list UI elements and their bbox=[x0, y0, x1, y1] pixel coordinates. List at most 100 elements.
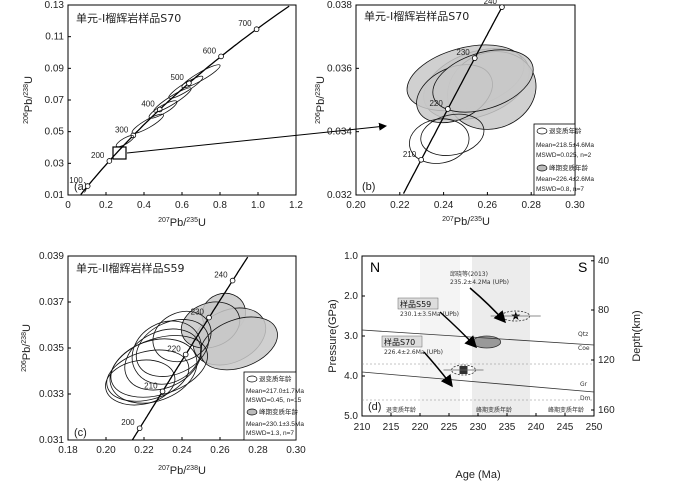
y2-tick-label: 160 bbox=[598, 405, 615, 416]
panel-c-marks: 200 210 220 230 240 bbox=[105, 256, 278, 441]
y-tick-label: 0.034 bbox=[327, 127, 352, 138]
x-tick-label: 0.22 bbox=[390, 200, 410, 211]
legend-c-retro-mswd: MSWD=0.45, n=15 bbox=[246, 397, 302, 404]
y-tick-label: 1.0 bbox=[344, 251, 358, 262]
y-tick-label: 0.035 bbox=[39, 343, 64, 354]
panel-c-concordia-curve bbox=[131, 256, 249, 441]
legend-b-peak-swatch bbox=[536, 164, 548, 172]
x-tick-label: 0.26 bbox=[210, 445, 230, 456]
panel-c-concordia-label: 210 bbox=[144, 381, 158, 390]
legend-b-retro-mean: Mean=218.5±4.6Ma bbox=[536, 142, 594, 149]
panel-d-south: S bbox=[578, 259, 587, 275]
x-tick-label: 1.2 bbox=[289, 200, 303, 211]
x-tick-label: 0.26 bbox=[478, 200, 498, 211]
panel-c-ticks: 0.18 0.20 0.22 0.24 0.26 0.28 0.30 0.031 0.033 0.… bbox=[39, 251, 306, 456]
s70-arrow bbox=[423, 351, 453, 388]
stage-retro: 退变质年龄 bbox=[386, 406, 416, 414]
x-tick-label: 250 bbox=[586, 422, 603, 433]
y-tick-label: 2.0 bbox=[344, 291, 358, 302]
x-tick-label: 0.20 bbox=[96, 445, 116, 456]
ref-age: 235.2±4.2Ma (UPb) bbox=[450, 279, 509, 286]
y-tick-label: 0.039 bbox=[39, 251, 64, 262]
legend-c-peak-name: 峰期变质年龄 bbox=[259, 407, 299, 416]
panel-c-retro-ellipse bbox=[106, 349, 190, 402]
panel-c-legend-box bbox=[243, 371, 297, 441]
panel-b-peak-ellipse bbox=[432, 49, 534, 113]
x-tick-label: 0.28 bbox=[521, 200, 541, 211]
panel-b-ticks: 0.20 0.22 0.24 0.26 0.28 0.30 0.032 0.034 0.036 0… bbox=[327, 0, 585, 211]
legend-b-retro-mswd: MSWD=0.025, n=2 bbox=[536, 152, 592, 159]
y-tick-label: 0.01 bbox=[45, 190, 65, 201]
y-tick-label: 0.09 bbox=[45, 63, 65, 74]
panel-c-concordia-label: 220 bbox=[167, 345, 181, 354]
x-tick-label: 230 bbox=[470, 422, 487, 433]
panel-b-retro-ellipse bbox=[420, 113, 485, 156]
stage-peak-2: 峰期变质年龄 bbox=[548, 406, 584, 414]
x-tick-label: 0.24 bbox=[172, 445, 192, 456]
x-tick-label: 0.4 bbox=[137, 200, 151, 211]
panel-d-ticks: 210 215 220 225 230 235 240 245 250 1.0 2.0 3.0 4.0 5… bbox=[344, 251, 615, 433]
panel-c-peak-ellipse bbox=[200, 316, 278, 371]
x-tick-label: 235 bbox=[499, 422, 516, 433]
y2-tick-label: 120 bbox=[598, 355, 615, 366]
x-tick-label: 210 bbox=[354, 422, 371, 433]
legend-b-peak-name: 峰期变质年龄 bbox=[549, 163, 589, 172]
panel-a-concordia-mark bbox=[84, 183, 91, 189]
panel-a-frame bbox=[67, 4, 297, 196]
x-tick-label: 0.28 bbox=[248, 445, 268, 456]
panel-b: 单元-I榴辉岩样品S70 (b) 0.20 0.22 0.24 0.26 0.28 0.3… bbox=[315, 0, 594, 228]
x-tick-label: 0.30 bbox=[286, 445, 306, 456]
panel-a-error-ellipse bbox=[115, 135, 135, 148]
y-tick-label: 0.031 bbox=[39, 435, 64, 446]
panel-c-concordia-mark bbox=[229, 277, 236, 284]
y-tick-label: 4.0 bbox=[344, 371, 358, 382]
qtz-label: Qtz bbox=[578, 331, 588, 338]
panel-a-concordia-label: 200 bbox=[91, 151, 105, 160]
panel-b-concordia-label: 240 bbox=[484, 0, 498, 6]
panel-c-retro-ellipse bbox=[135, 319, 210, 377]
y2-tick-label: 40 bbox=[598, 256, 610, 267]
panel-c-concordia-label: 240 bbox=[214, 271, 228, 280]
x-tick-label: 225 bbox=[441, 422, 458, 433]
panel-b-concordia-mark bbox=[445, 106, 451, 112]
x-tick-label: 1.0 bbox=[251, 200, 265, 211]
s59-tag bbox=[397, 297, 439, 310]
legend-c-peak-swatch bbox=[246, 408, 258, 416]
x-tick-label: 0.20 bbox=[346, 200, 366, 211]
y-tick-label: 0.033 bbox=[39, 389, 64, 400]
panel-b-concordia-label: 210 bbox=[403, 150, 417, 159]
coe-label: Coe bbox=[578, 345, 590, 352]
panel-b-legend: 退变质年龄 Mean=218.5±4.6Ma MSWD=0.025, n=2 峰… bbox=[533, 123, 594, 196]
zoom-box bbox=[112, 146, 127, 160]
x-tick-label: 0.6 bbox=[175, 200, 189, 211]
panel-a-ticks: 0 0.2 0.4 0.6 0.8 1.0 1.2 0.01 0.03 0.05 0.07 0.09 0… bbox=[45, 0, 304, 211]
panel-c-legend: 退变质年龄 Mean=217.0±1.7Ma MSWD=0.45, n=15 峰… bbox=[243, 371, 304, 441]
panel-c: 单元-II榴辉岩样品S59 (c) 0.18 0.20 0.22 0.24 0.26 0.… bbox=[21, 251, 306, 477]
panel-b-concordia-mark bbox=[471, 55, 478, 61]
panel-c-retro-ellipse bbox=[152, 310, 212, 363]
panel-a-concordia-label: 400 bbox=[141, 99, 155, 108]
panel-c-title: 单元-II榴辉岩样品S59 bbox=[76, 261, 184, 275]
x-tick-label: 0.2 bbox=[99, 200, 113, 211]
panel-b-concordia-mark bbox=[499, 4, 505, 10]
panel-a-concordia-mark bbox=[218, 53, 224, 60]
panel-b-concordia-label: 220 bbox=[429, 99, 443, 108]
x-tick-label: 215 bbox=[383, 422, 400, 433]
panel-a-error-ellipse bbox=[148, 100, 178, 119]
legend-b-retro-swatch bbox=[536, 127, 548, 135]
panel-a-concordia-label: 100 bbox=[69, 176, 83, 185]
panel-a: 单元-I榴辉岩样品S70 (a) 0 0.2 0.4 0.6 0.8 1.0 1.20.01… bbox=[23, 0, 303, 229]
panel-a-ylabel: 206Pb/238U bbox=[23, 76, 35, 124]
panel-a-error-ellipse bbox=[131, 113, 164, 134]
panel-b-title: 单元-I榴辉岩样品S70 bbox=[364, 9, 469, 23]
y-tick-label: 0.03 bbox=[45, 158, 65, 169]
x-tick-label: 0 bbox=[65, 200, 71, 211]
panel-a-error-ellipse bbox=[181, 64, 221, 89]
legend-c-retro-name: 退变质年龄 bbox=[259, 374, 292, 383]
s70-name: 样品S70 bbox=[384, 337, 415, 347]
legend-b-retro-name: 退变质年龄 bbox=[549, 126, 582, 135]
legend-c-peak-mean: Mean=230.1±3.5Ma bbox=[246, 421, 304, 428]
panel-b-legend-box bbox=[533, 123, 576, 196]
y-tick-label: 0.13 bbox=[45, 0, 65, 11]
panel-c-concordia-label: 200 bbox=[121, 418, 135, 427]
